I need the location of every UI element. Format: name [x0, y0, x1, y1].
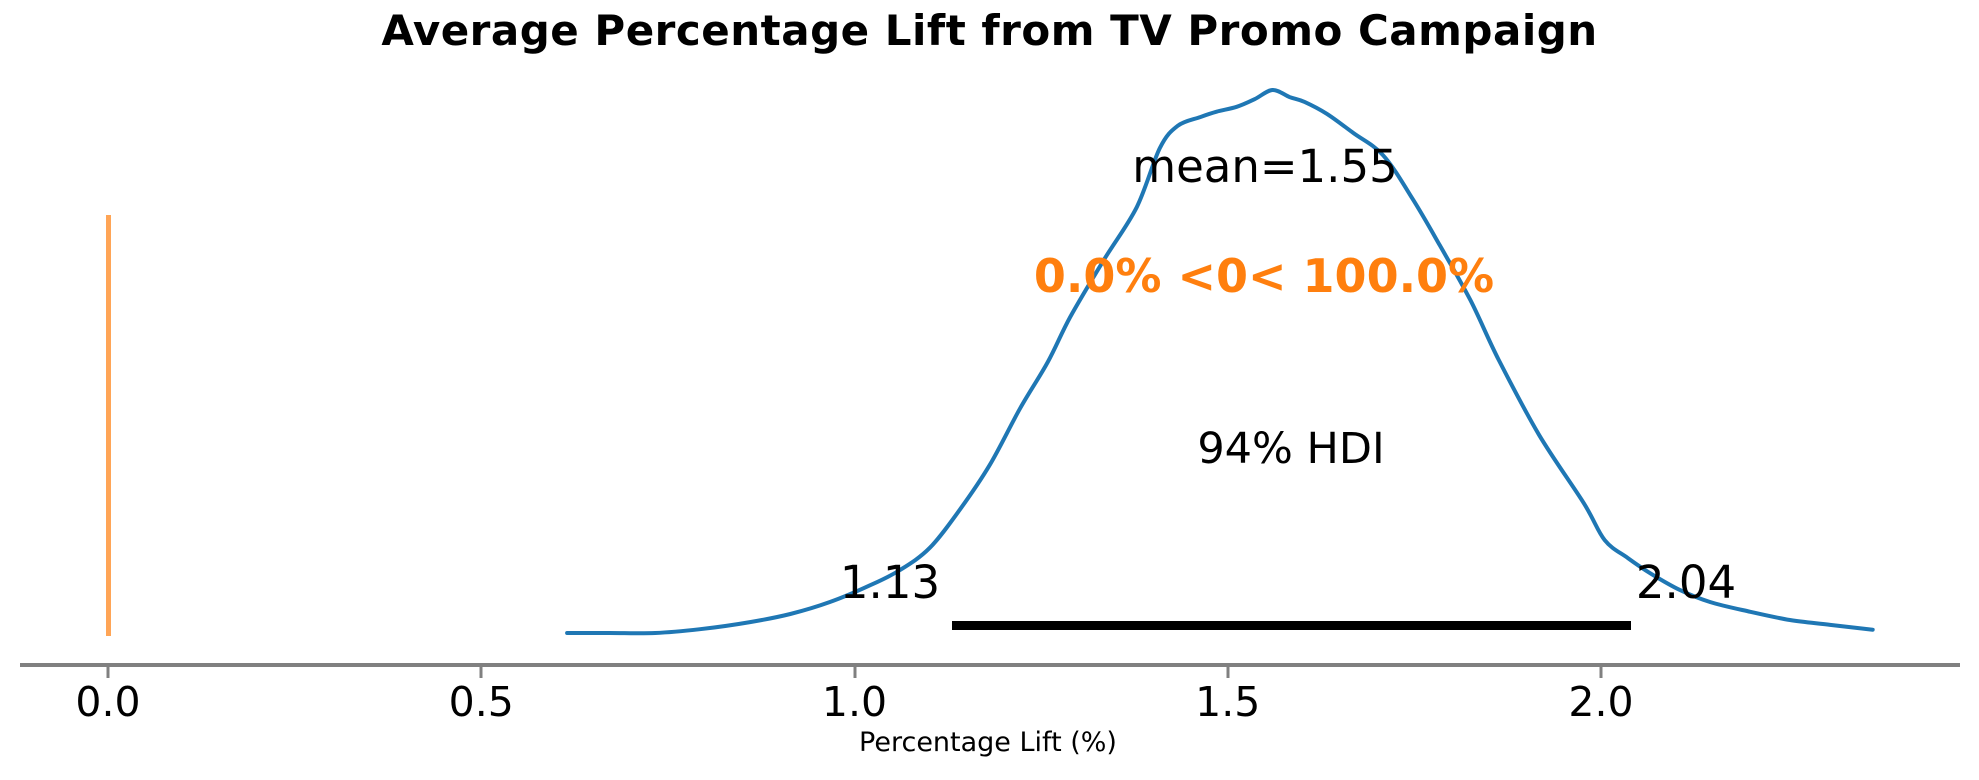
hdi-title-label: 94% HDI [1197, 424, 1385, 474]
x-tick-label: 1.0 [821, 678, 888, 726]
reference-value-line [105, 215, 111, 636]
x-tick-label: 0.0 [75, 678, 141, 726]
x-tick-mark [479, 667, 483, 678]
x-tick-mark [106, 667, 110, 678]
plot-title: Average Percentage Lift from TV Promo Ca… [381, 6, 1598, 55]
hdi-interval-bar [951, 621, 1631, 630]
x-axis-line [20, 663, 1960, 667]
hdi-lower-bound-label: 1.13 [839, 556, 941, 609]
hdi-upper-bound-label: 2.04 [1635, 556, 1737, 609]
x-tick-mark [853, 667, 856, 678]
x-axis-label: Percentage Lift (%) [859, 727, 1117, 758]
x-tick-label: 1.5 [1195, 678, 1261, 726]
x-tick-mark [1226, 667, 1230, 678]
x-tick-label: 0.5 [448, 678, 514, 726]
kde-curve-path [565, 88, 1875, 636]
reference-percentages-label: 0.0% <0< 100.0% [1033, 249, 1495, 303]
x-tick-mark [1599, 667, 1603, 678]
x-tick-label: 2.0 [1568, 678, 1634, 726]
mean-label: mean=1.55 [1132, 140, 1398, 193]
